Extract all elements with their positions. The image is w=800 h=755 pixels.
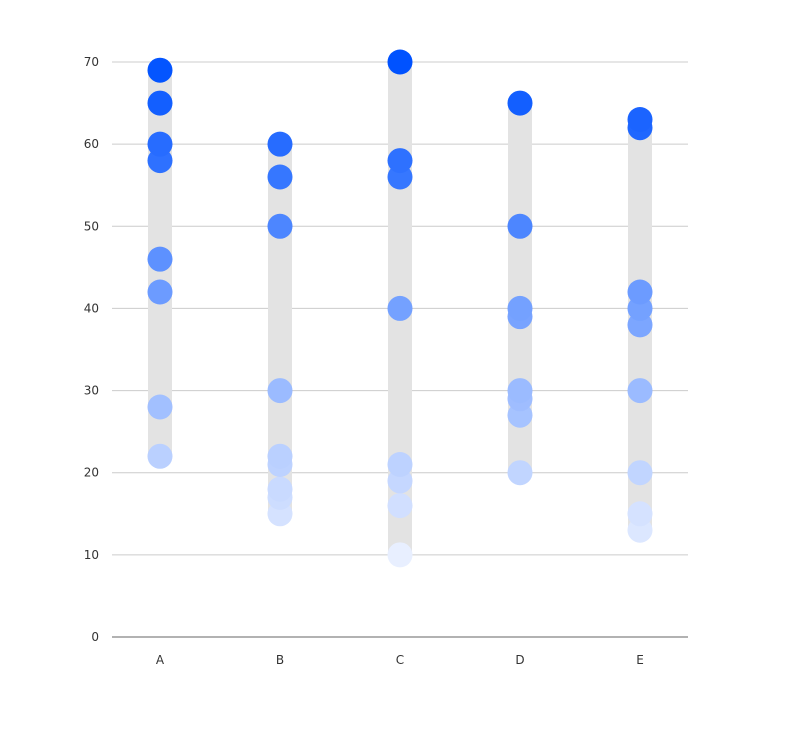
data-point-C-1: [387, 493, 413, 519]
y-axis-tick-labels: 0 10 20 30 40 50 60 70: [84, 55, 99, 644]
data-point-C-7: [387, 49, 413, 75]
data-point-E-2: [627, 460, 653, 486]
data-points: [147, 49, 653, 568]
data-point-E-3: [627, 378, 653, 404]
data-point-B-8: [267, 131, 293, 157]
x-axis-tick-labels: A B C D E: [156, 653, 644, 667]
y-tick-label-0: 0: [91, 630, 99, 644]
data-point-A-1: [147, 394, 173, 420]
data-point-A-6: [147, 90, 173, 116]
data-point-A-3: [147, 246, 173, 272]
y-tick-label-30: 30: [84, 384, 99, 398]
x-tick-label-B: B: [276, 653, 284, 667]
y-tick-label-50: 50: [84, 219, 99, 233]
data-point-C-6: [387, 148, 413, 174]
data-point-A-0: [147, 443, 173, 469]
x-tick-label-D: D: [515, 653, 524, 667]
x-tick-label-C: C: [396, 653, 404, 667]
data-point-E-6: [627, 279, 653, 305]
data-point-E-1: [627, 501, 653, 527]
x-tick-label-A: A: [156, 653, 165, 667]
x-tick-label-E: E: [636, 653, 644, 667]
data-point-A-5: [147, 131, 173, 157]
data-point-D-6: [507, 213, 533, 239]
data-point-A-2: [147, 279, 173, 305]
data-point-C-3: [387, 452, 413, 477]
data-point-B-4: [267, 443, 293, 469]
data-point-C-0: [387, 542, 413, 568]
data-point-D-3: [507, 378, 533, 404]
data-point-A-7: [147, 57, 173, 83]
data-point-D-7: [507, 90, 533, 116]
y-tick-label-10: 10: [84, 548, 99, 562]
data-point-D-5: [507, 295, 533, 321]
data-point-D-0: [507, 460, 533, 486]
data-point-E-8: [627, 107, 653, 132]
data-point-B-6: [267, 213, 293, 239]
data-point-B-7: [267, 164, 293, 190]
y-tick-label-20: 20: [84, 466, 99, 480]
data-point-B-5: [267, 378, 293, 404]
y-tick-label-40: 40: [84, 301, 99, 315]
data-point-C-4: [387, 295, 413, 321]
data-point-B-2: [267, 476, 293, 502]
y-tick-label-70: 70: [84, 55, 99, 69]
y-tick-label-60: 60: [84, 137, 99, 151]
